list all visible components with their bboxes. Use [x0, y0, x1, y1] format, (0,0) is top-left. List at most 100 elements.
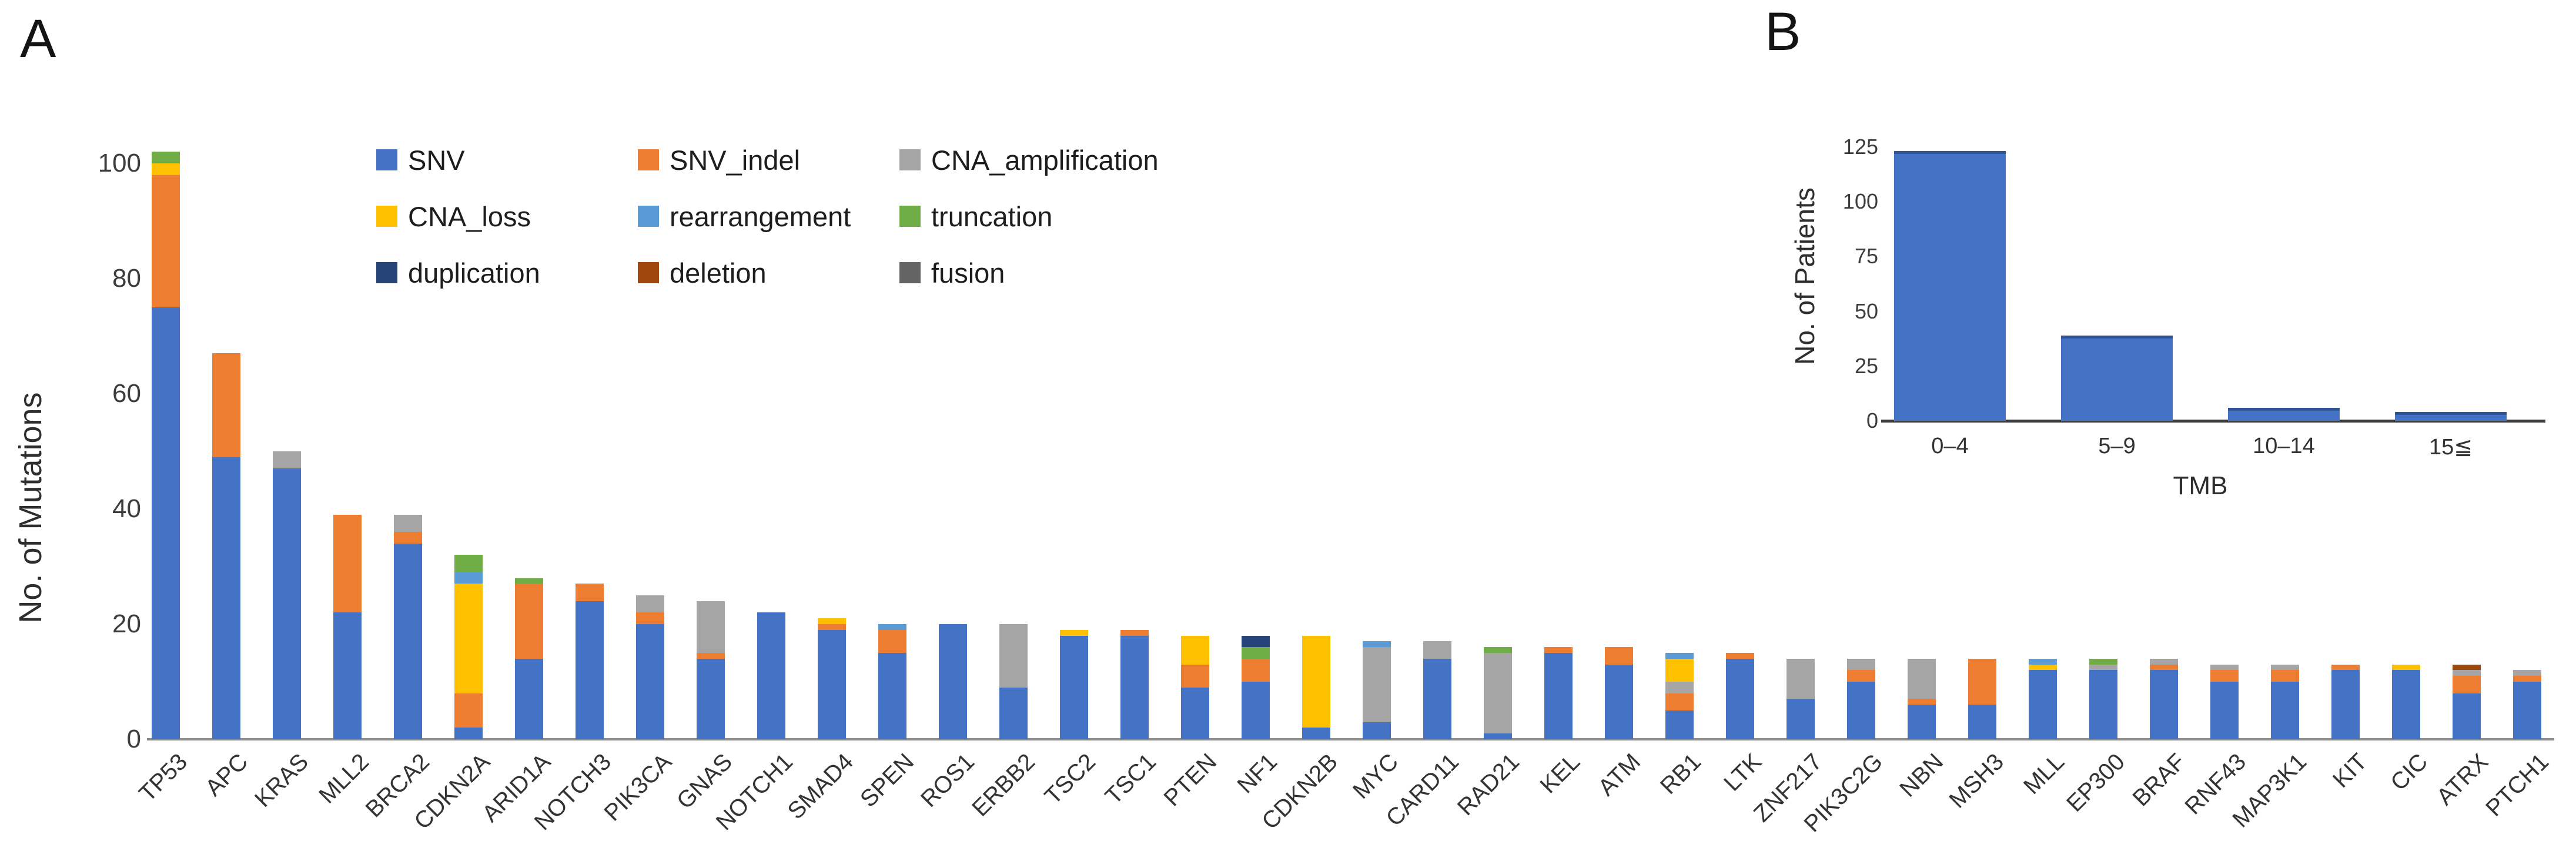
chart-b-y-tick: 25 — [1854, 353, 1878, 378]
bar-segment-CNA_amplification — [2453, 670, 2481, 676]
bar-segment-SNV — [394, 543, 422, 739]
bar-segment-truncation — [1242, 647, 1270, 659]
bar-segment-CNA_amplification — [999, 624, 1028, 688]
bar-segment-SNV — [1908, 705, 1936, 739]
gene-tick-label: TP53 — [134, 749, 193, 807]
chart-a-y-tick: 40 — [112, 494, 141, 523]
bar-segment-SNV — [1060, 635, 1088, 739]
bar-segment-SNV_indel — [152, 175, 180, 307]
tmb-tick-label: 10–14 — [2253, 434, 2315, 458]
gene-bar-PTEN — [1181, 635, 1209, 739]
bar-segment-CNA_amplification — [2271, 664, 2299, 671]
bar-segment-SNV — [878, 653, 906, 739]
legend-item-duplication: duplication — [376, 256, 638, 289]
gene-bar-RB1 — [1665, 653, 1694, 739]
bar-segment-SNV_indel — [454, 693, 483, 728]
gene-bar-PIK3C2G — [1847, 658, 1875, 739]
bar-segment-SNV — [212, 457, 240, 739]
bar-segment-SNV_indel — [1665, 693, 1694, 711]
bar-segment-CNA_loss — [1302, 635, 1330, 728]
chart-a-y-axis-title: No. of Mutations — [13, 392, 48, 624]
bar-segment-CNA_loss — [818, 618, 846, 624]
bar-segment-SNV — [1181, 687, 1209, 739]
legend-item-CNA_amplification: CNA_amplification — [899, 143, 1217, 176]
bar-segment-CNA_amplification — [1908, 658, 1936, 699]
gene-bar-KIT — [2331, 664, 2360, 739]
bar-segment-SNV_indel — [697, 653, 725, 659]
gene-bar-SPEN — [878, 624, 906, 739]
bar-segment-SNV_indel — [818, 624, 846, 630]
bar-segment-SNV — [2331, 670, 2360, 739]
bar-segment-SNV — [1787, 699, 1815, 739]
bar-segment-SNV — [2271, 681, 2299, 739]
gene-bar-PIK3CA — [636, 595, 664, 739]
bar-segment-SNV_indel — [878, 629, 906, 653]
gene-bar-ATM — [1605, 647, 1633, 739]
bar-segment-rearrangement — [878, 624, 906, 630]
gene-bar-EP300 — [2089, 658, 2117, 739]
bar-segment-SNV — [1484, 733, 1512, 739]
bar-segment-SNV — [999, 687, 1028, 739]
bar-segment-SNV_indel — [576, 584, 604, 601]
bar-segment-CNA_amplification — [697, 601, 725, 653]
legend-item-label: CNA_amplification — [931, 144, 1159, 176]
bar-segment-SNV — [2392, 670, 2420, 739]
gene-bar-MLL2 — [333, 514, 362, 739]
chart-a-y-tick: 80 — [112, 264, 141, 293]
bar-segment-SNV_indel — [394, 532, 422, 544]
legend-item-fusion: fusion — [899, 256, 1217, 289]
gene-bar-NBN — [1908, 658, 1936, 739]
legend-swatch-icon — [638, 149, 659, 170]
bar-segment-deletion — [2453, 664, 2481, 671]
chart-a-y-tick: 20 — [112, 609, 141, 638]
bar-segment-CNA_amplification — [2513, 670, 2541, 676]
gene-bar-ZNF217 — [1787, 658, 1815, 739]
bar-segment-CNA_loss — [1181, 635, 1209, 665]
gene-bar-RNF43 — [2210, 664, 2239, 739]
bar-segment-SNV — [454, 728, 483, 739]
bar-segment-CNA_amplification — [2089, 664, 2117, 671]
bar-segment-CNA_amplification — [1363, 647, 1391, 722]
bar-segment-SNV — [697, 658, 725, 739]
bar-segment-SNV — [273, 468, 301, 739]
bar-segment-SNV_indel — [1605, 647, 1633, 665]
bar-segment-SNV — [818, 629, 846, 739]
bar-segment-SNV — [757, 612, 785, 739]
gene-bar-CDKN2A — [454, 555, 483, 739]
gene-bar-LTK — [1726, 653, 1754, 739]
tmb-bar-15≦ — [2395, 412, 2507, 421]
bar-segment-SNV_indel — [1908, 699, 1936, 705]
panel-a-label: A — [20, 9, 56, 69]
bar-segment-SNV — [636, 624, 664, 739]
chart-a-y-tick: 60 — [112, 379, 141, 408]
bar-segment-CNA_amplification — [2150, 658, 2178, 665]
gene-bar-ARID1A — [515, 578, 543, 739]
chart-b-x-axis-title: TMB — [2173, 471, 2228, 500]
bar-segment-SNV_indel — [1242, 658, 1270, 682]
legend-swatch-icon — [376, 149, 397, 170]
gene-bar-ATRX — [2453, 664, 2481, 739]
bar-segment-SNV_indel — [2453, 676, 2481, 693]
legend-item-label: duplication — [408, 257, 540, 289]
bar-segment-CNA_amplification — [1484, 653, 1512, 734]
bar-segment-SNV_indel — [1847, 670, 1875, 682]
bar-segment-SNV — [1120, 635, 1149, 739]
bar-segment-SNV — [1726, 658, 1754, 739]
legend-swatch-icon — [376, 206, 397, 227]
bar-segment-SNV — [333, 612, 362, 739]
bar-segment-CNA_loss — [2392, 664, 2420, 671]
gene-bar-APC — [212, 353, 240, 739]
legend-swatch-icon — [899, 262, 921, 283]
gene-bar-MSH3 — [1968, 658, 1996, 739]
gene-bar-KEL — [1544, 647, 1573, 739]
gene-bar-BRCA2 — [394, 514, 422, 739]
legend-item-deletion: deletion — [638, 256, 899, 289]
bar-segment-CNA_amplification — [273, 451, 301, 469]
legend-item-label: deletion — [670, 257, 767, 289]
legend-item-label: truncation — [931, 200, 1053, 232]
bar-segment-SNV_indel — [515, 584, 543, 659]
bar-segment-SNV — [1544, 652, 1573, 739]
gene-bar-CDKN2B — [1302, 635, 1330, 739]
bar-segment-CNA_amplification — [394, 514, 422, 532]
